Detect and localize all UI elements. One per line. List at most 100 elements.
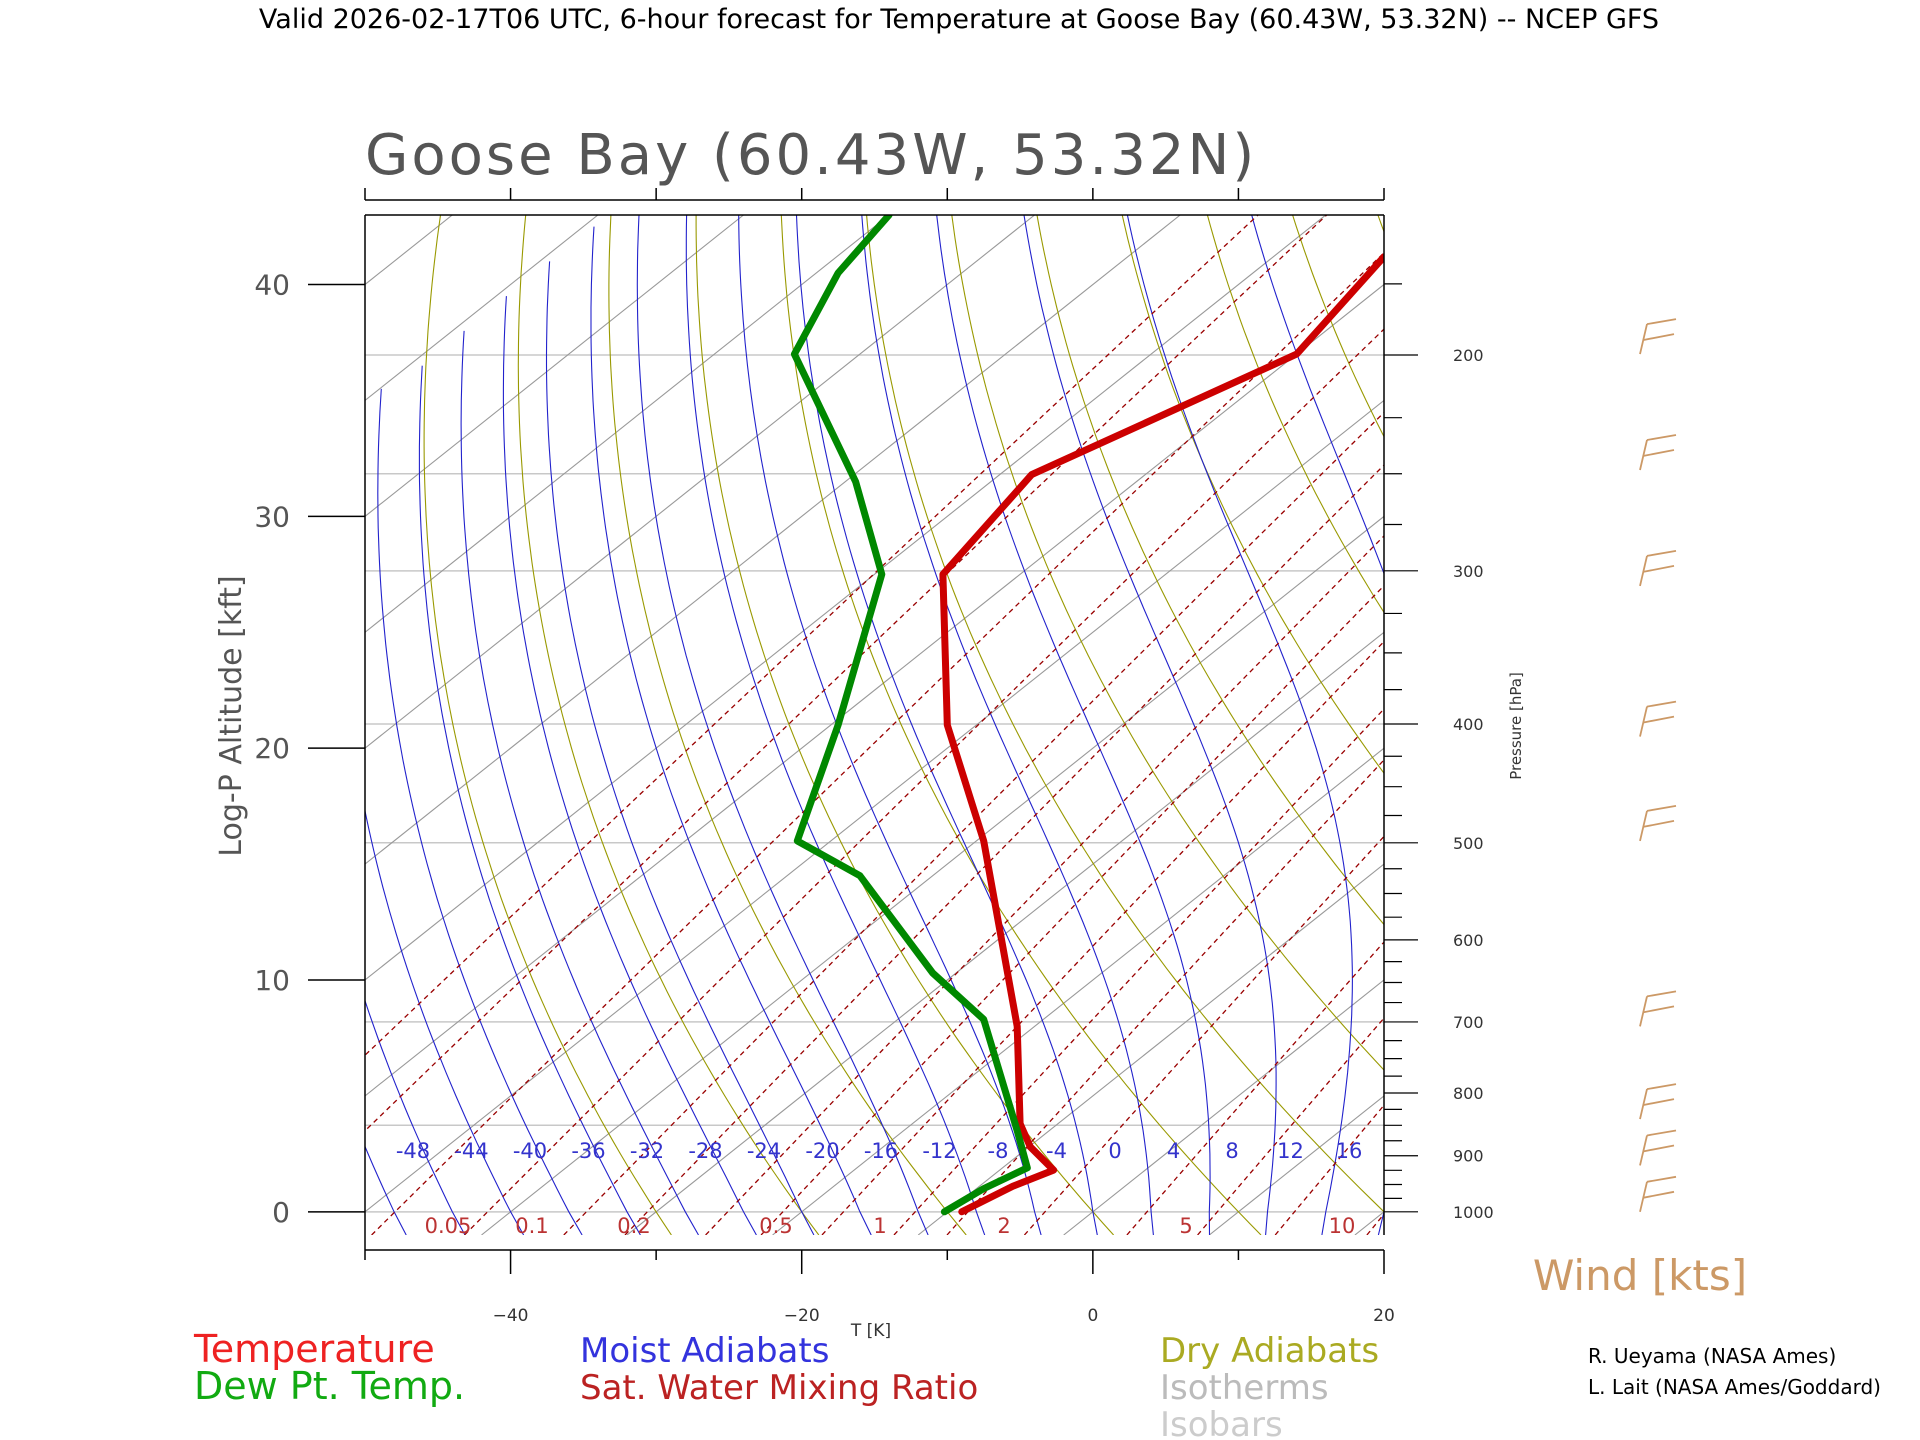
pressure-tick-label: 500 (1453, 834, 1484, 853)
legend-isobars: Isobars (1160, 1405, 1283, 1440)
isotherm-line (481, 515, 1384, 1235)
isotherm-line (1354, 1211, 1384, 1235)
mixing-ratio-line (946, 758, 1384, 1235)
pressure-tick-label: 400 (1453, 715, 1484, 734)
mixing-ratio-line (893, 708, 1384, 1235)
pressure-tick-label: 700 (1453, 1013, 1484, 1032)
wind-barb-flag (1646, 434, 1677, 441)
mixing-ratio-label: 2 (997, 1214, 1010, 1238)
mixing-ratio-line (464, 328, 1384, 1235)
moist-adiabat-label: -48 (396, 1139, 430, 1163)
pressure-tick-label: 300 (1453, 562, 1484, 581)
dry-adiabat-line (608, 215, 967, 1235)
moist-adiabat-label: -20 (805, 1139, 839, 1163)
dry-adiabat-line (1804, 215, 1920, 1235)
isotherm-line (0, 215, 307, 1235)
y-tick-label: 20 (254, 732, 290, 765)
isotherm-line (1646, 215, 1920, 1235)
moist-adiabat-line (738, 215, 1042, 1235)
wind-barb-flag (1646, 1083, 1677, 1090)
dry-adiabat-line (423, 215, 672, 1235)
chart-title: Goose Bay (60.43W, 53.32N) (365, 123, 1257, 188)
moist-adiabat-label: -36 (571, 1139, 605, 1163)
credit-1: R. Ueyama (NASA Ames) (1588, 1344, 1836, 1368)
y-tick-label: 0 (272, 1196, 290, 1229)
moist-adiabat-line (460, 330, 699, 1235)
mixing-ratio-line (1023, 835, 1384, 1235)
dewpoint-profile (790, 215, 1031, 1216)
x-tick-label: −40 (493, 1306, 529, 1326)
moist-adiabat-label: -16 (864, 1139, 898, 1163)
axes: −40 −20 0 200102030401000900800700600500400… (254, 188, 1494, 1326)
dry-adiabat-line (780, 215, 1262, 1235)
wind-label: Wind [kts] (1533, 1251, 1747, 1300)
wind-barb-flag (1642, 565, 1675, 573)
mixing-ratio-label: 5 (1179, 1214, 1192, 1238)
moist-adiabat-line (1126, 215, 1353, 1235)
moist-adiabat-line (795, 215, 1098, 1235)
mixing-ratio-line (1532, 215, 1920, 1235)
legend-temperature: Temperature (193, 1327, 435, 1371)
moist-adiabat-label: -44 (454, 1139, 488, 1163)
isotherm-line (365, 215, 1035, 749)
moist-adiabat-label: -4 (1046, 1139, 1067, 1163)
moist-adiabat-line (685, 215, 986, 1235)
moist-adiabat-label: -24 (747, 1139, 781, 1163)
wind-barb-flag (1642, 1098, 1675, 1106)
isotherm-line (365, 215, 599, 402)
moist-adiabat-line (1664, 203, 1920, 1235)
wind-barb-flag (1642, 1190, 1675, 1199)
moist-adiabat-line (418, 365, 641, 1235)
moist-adiabat-line (1606, 203, 1920, 1235)
temperature-profile (939, 253, 1384, 1216)
pressure-tick-label: 800 (1453, 1084, 1484, 1103)
legend-mixing-ratio: Sat. Water Mixing Ratio (580, 1368, 978, 1408)
credit-2: L. Lait (NASA Ames/Goddard) (1588, 1375, 1881, 1399)
moist-adiabat-label: -12 (922, 1139, 956, 1163)
moist-adiabat-label: -32 (630, 1139, 664, 1163)
x-axis-label: T [K] (850, 1321, 891, 1341)
dry-adiabat-line (1292, 215, 1384, 438)
mixing-ratio-line (365, 215, 1328, 1132)
dry-adiabat-line (1206, 215, 1384, 614)
mixing-ratio-label: 0.1 (515, 1214, 548, 1238)
moist-adiabat-label: -40 (513, 1139, 547, 1163)
mixing-ratio-label: 0.05 (425, 1214, 472, 1238)
in-plot-labels: -48 -44 -40 -36 -32 -28 -24 -20 -16 -12 -8 -4 0 4 8 12 1… (396, 1139, 1363, 1238)
isotherm-line (1208, 1095, 1384, 1235)
dry-adiabat-line (695, 215, 1115, 1235)
isotherm-line (917, 863, 1384, 1235)
moist-adiabat-line (365, 1145, 407, 1235)
legend: Temperature Dew Pt. Temp. Moist Adiabats… (193, 1327, 1379, 1440)
x-tick-label: 20 (1373, 1306, 1395, 1326)
wind-barb-flag (1646, 805, 1677, 812)
mixing-ratio-label: 0.5 (759, 1214, 792, 1238)
legend-dewpoint: Dew Pt. Temp. (194, 1364, 465, 1408)
mixing-ratio-line (1126, 941, 1384, 1235)
mixing-ratio-line (1274, 1104, 1384, 1235)
wind-barb-flag (1642, 449, 1675, 457)
isotherm-line (365, 283, 1384, 1097)
wind-barb-flag (1646, 1129, 1677, 1137)
moist-adiabat-label: -8 (988, 1139, 1009, 1163)
wind-barb-flag (1646, 700, 1677, 708)
plot-background-lines (0, 203, 1920, 1235)
legend-dry-adiabats: Dry Adiabats (1160, 1331, 1379, 1371)
legend-moist-adiabats: Moist Adiabats (580, 1331, 829, 1371)
dry-adiabat-line (1463, 215, 1920, 1235)
pressure-tick-label: 900 (1453, 1147, 1484, 1166)
mixing-ratio-line (371, 251, 1384, 1235)
dry-adiabat-line (1548, 215, 1920, 1235)
moist-adiabat-line (377, 388, 583, 1235)
dry-adiabat-line (1121, 215, 1384, 775)
moist-adiabat-line (365, 808, 525, 1235)
y2-axis-label: Pressure [hPa] (1507, 672, 1525, 780)
mixing-ratio-line (365, 215, 1259, 1057)
moist-adiabat-line (1549, 203, 1821, 1235)
y-tick-label: 40 (254, 269, 290, 302)
y-tick-label: 10 (254, 964, 290, 997)
pressure-tick-label: 1000 (1453, 1203, 1494, 1222)
isotherm-line (626, 631, 1384, 1235)
y-tick-label: 30 (254, 500, 290, 533)
mixing-ratio-label: 0.2 (617, 1214, 650, 1238)
